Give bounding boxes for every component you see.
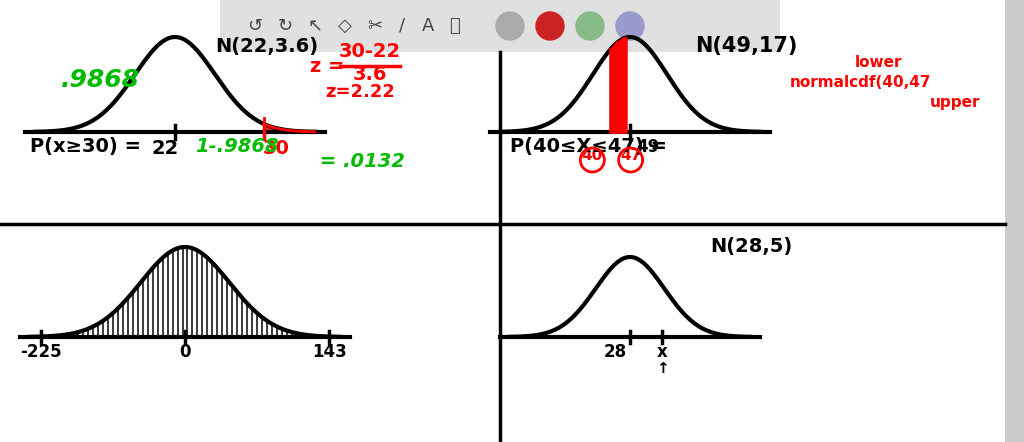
Text: x: x <box>656 343 668 361</box>
Text: N(49,17): N(49,17) <box>695 36 798 56</box>
Text: = .0132: = .0132 <box>319 152 406 171</box>
Text: .9868: .9868 <box>60 68 139 92</box>
Text: 40: 40 <box>582 148 603 163</box>
Text: /: / <box>399 17 406 35</box>
Bar <box>220 0 780 52</box>
Text: ◇: ◇ <box>338 17 352 35</box>
Circle shape <box>496 12 524 40</box>
Text: upper: upper <box>930 95 981 110</box>
Text: N(22,3.6): N(22,3.6) <box>215 37 318 56</box>
Bar <box>1005 0 1024 442</box>
Text: ↖: ↖ <box>307 17 323 35</box>
Text: P(40≤X≤47) =: P(40≤X≤47) = <box>510 137 667 156</box>
Text: 47: 47 <box>620 148 641 163</box>
Text: -225: -225 <box>20 343 61 361</box>
Text: 49: 49 <box>636 138 659 156</box>
Text: 30: 30 <box>262 139 289 158</box>
Text: 28: 28 <box>603 343 627 361</box>
Text: 3.6: 3.6 <box>352 65 387 84</box>
Text: A: A <box>422 17 434 35</box>
Text: 30-22: 30-22 <box>339 42 401 61</box>
Text: 22: 22 <box>152 139 178 158</box>
Text: ↺: ↺ <box>248 17 262 35</box>
Text: normalcdf(40,47: normalcdf(40,47 <box>790 75 932 90</box>
Text: ↻: ↻ <box>278 17 293 35</box>
Text: ⬜: ⬜ <box>450 17 461 35</box>
Circle shape <box>536 12 564 40</box>
Text: 143: 143 <box>311 343 346 361</box>
Text: ↑: ↑ <box>655 361 669 376</box>
Text: z=2.22: z=2.22 <box>325 83 395 101</box>
Text: ✂: ✂ <box>368 17 383 35</box>
Text: P(x≥30) =: P(x≥30) = <box>30 137 141 156</box>
Text: lower: lower <box>855 55 902 70</box>
Text: N(28,5): N(28,5) <box>710 237 793 256</box>
Circle shape <box>616 12 644 40</box>
Text: 0: 0 <box>179 343 190 361</box>
Text: 1-.9868: 1-.9868 <box>195 137 279 156</box>
Circle shape <box>575 12 604 40</box>
Text: z =: z = <box>310 57 344 76</box>
